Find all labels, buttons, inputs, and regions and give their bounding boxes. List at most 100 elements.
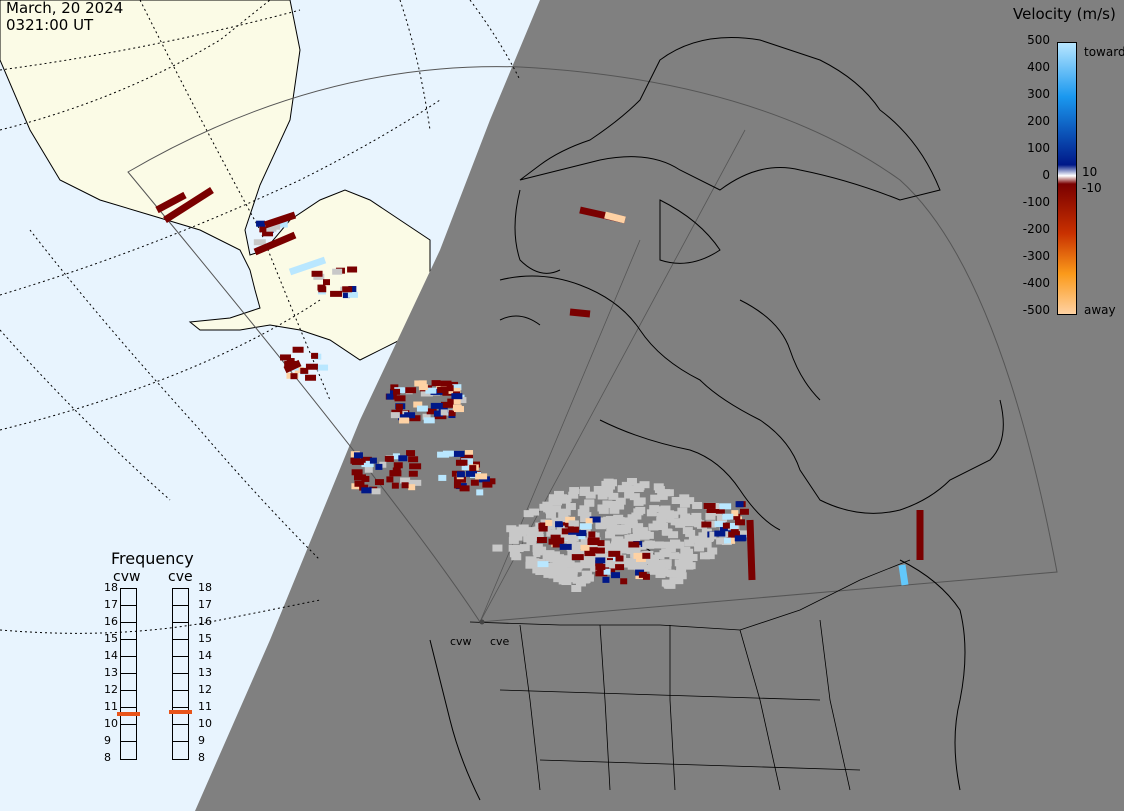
frequency-level-label: 18 bbox=[198, 581, 212, 594]
frequency-radar-cvw: cvw bbox=[113, 569, 141, 585]
scatter-cell bbox=[727, 523, 738, 530]
frequency-cell bbox=[173, 674, 188, 691]
scatter-streak bbox=[283, 359, 302, 374]
scatter-cell bbox=[404, 387, 417, 394]
scatter-cell bbox=[580, 525, 591, 533]
scatter-streak bbox=[253, 231, 297, 256]
scatter-cell bbox=[276, 221, 288, 228]
scatter-cell bbox=[603, 516, 614, 524]
scatter-cell bbox=[553, 490, 564, 498]
scatter-cell bbox=[654, 552, 665, 560]
scatter-cell bbox=[682, 556, 693, 564]
scatter-cell bbox=[548, 494, 559, 502]
scatter-cell bbox=[609, 517, 620, 525]
scatter-cell bbox=[579, 505, 590, 513]
scatter-cell bbox=[578, 533, 586, 540]
colorbar-tick-label: 200 bbox=[1027, 114, 1050, 128]
scatter-layer bbox=[155, 187, 924, 625]
colorbar-title: Velocity (m/s) bbox=[1013, 5, 1116, 23]
scatter-cell bbox=[375, 463, 383, 470]
scatter-cell bbox=[300, 367, 309, 374]
frequency-level-label: 10 bbox=[104, 717, 118, 730]
scatter-cell bbox=[566, 561, 575, 568]
scatter-cell bbox=[657, 522, 668, 530]
frequency-radar-cve: cve bbox=[168, 569, 193, 585]
frequency-level-label: 13 bbox=[104, 666, 118, 679]
toward-label: toward bbox=[1084, 45, 1124, 59]
scatter-cell bbox=[413, 401, 423, 408]
scatter-cell bbox=[559, 534, 569, 541]
scatter-cell bbox=[633, 523, 644, 531]
scatter-cell bbox=[658, 506, 669, 514]
scatter-cell bbox=[667, 570, 678, 578]
scatter-cell bbox=[610, 543, 621, 551]
scatter-cell bbox=[571, 554, 584, 561]
scatter-cell bbox=[561, 494, 572, 502]
scatter-cell bbox=[268, 223, 281, 230]
scatter-cell bbox=[683, 519, 694, 527]
frequency-level-label: 11 bbox=[198, 700, 212, 713]
scatter-cell bbox=[409, 463, 422, 470]
frequency-level-label: 15 bbox=[198, 632, 212, 645]
scatter-cell bbox=[533, 551, 541, 558]
scatter-cell bbox=[386, 393, 394, 400]
scatter-cell bbox=[398, 414, 409, 421]
scatter-cell bbox=[305, 374, 317, 381]
scatter-cell bbox=[684, 539, 695, 547]
scatter-cell bbox=[680, 546, 691, 554]
scatter-cell bbox=[572, 562, 583, 570]
scatter-cell bbox=[676, 572, 687, 580]
scatter-cell bbox=[545, 519, 553, 526]
scatter-cell bbox=[683, 562, 694, 570]
scatter-streak bbox=[288, 256, 327, 276]
scatter-cell bbox=[280, 354, 292, 361]
frequency-cell bbox=[121, 657, 136, 674]
scatter-cell bbox=[568, 520, 576, 527]
scatter-cell bbox=[606, 479, 617, 487]
scatter-cell bbox=[617, 485, 628, 493]
scatter-cell bbox=[440, 409, 448, 416]
scatter-cell bbox=[732, 531, 740, 538]
scatter-cell bbox=[608, 492, 619, 500]
frequency-level-label: 17 bbox=[198, 598, 212, 611]
scatter-cell bbox=[605, 531, 616, 539]
scatter-cell bbox=[552, 529, 563, 537]
scatter-cell bbox=[593, 485, 604, 493]
scatter-cell bbox=[406, 450, 416, 457]
scatter-cell bbox=[611, 572, 621, 579]
scatter-cell bbox=[664, 512, 675, 520]
scatter-cell bbox=[389, 470, 400, 477]
scatter-cell bbox=[399, 417, 410, 424]
colorbar-tick-label: -100 bbox=[1022, 195, 1050, 209]
scatter-cell bbox=[523, 535, 534, 543]
scatter-cell bbox=[692, 502, 703, 510]
scatter-cell bbox=[641, 555, 652, 563]
scatter-cell bbox=[581, 512, 592, 520]
scatter-cell bbox=[437, 386, 449, 393]
scatter-cell bbox=[624, 520, 635, 528]
scatter-cell bbox=[619, 546, 630, 554]
scatter-cell bbox=[649, 505, 660, 513]
scatter-cell bbox=[404, 412, 416, 419]
scatter-cell bbox=[727, 537, 736, 544]
scatter-cell bbox=[626, 478, 637, 486]
scatter-cell bbox=[649, 567, 660, 575]
scatter-cell bbox=[551, 505, 562, 513]
scatter-cell bbox=[313, 273, 325, 280]
scatter-cell bbox=[635, 555, 646, 562]
scatter-cell bbox=[332, 268, 343, 275]
frequency-level-label: 9 bbox=[104, 734, 111, 747]
scatter-cell bbox=[408, 456, 419, 463]
scatter-cell bbox=[585, 518, 593, 525]
colorbar-tick-label: -300 bbox=[1022, 249, 1050, 263]
scatter-cell bbox=[290, 373, 298, 380]
date-label: March, 20 2024 bbox=[6, 0, 124, 17]
scatter-cell bbox=[655, 566, 666, 574]
scatter-cell bbox=[508, 544, 519, 552]
scatter-cell bbox=[640, 530, 651, 538]
scatter-cell bbox=[447, 398, 457, 405]
scatter-cell bbox=[364, 466, 373, 473]
scatter-cell bbox=[714, 530, 726, 537]
scatter-cell bbox=[627, 562, 638, 570]
